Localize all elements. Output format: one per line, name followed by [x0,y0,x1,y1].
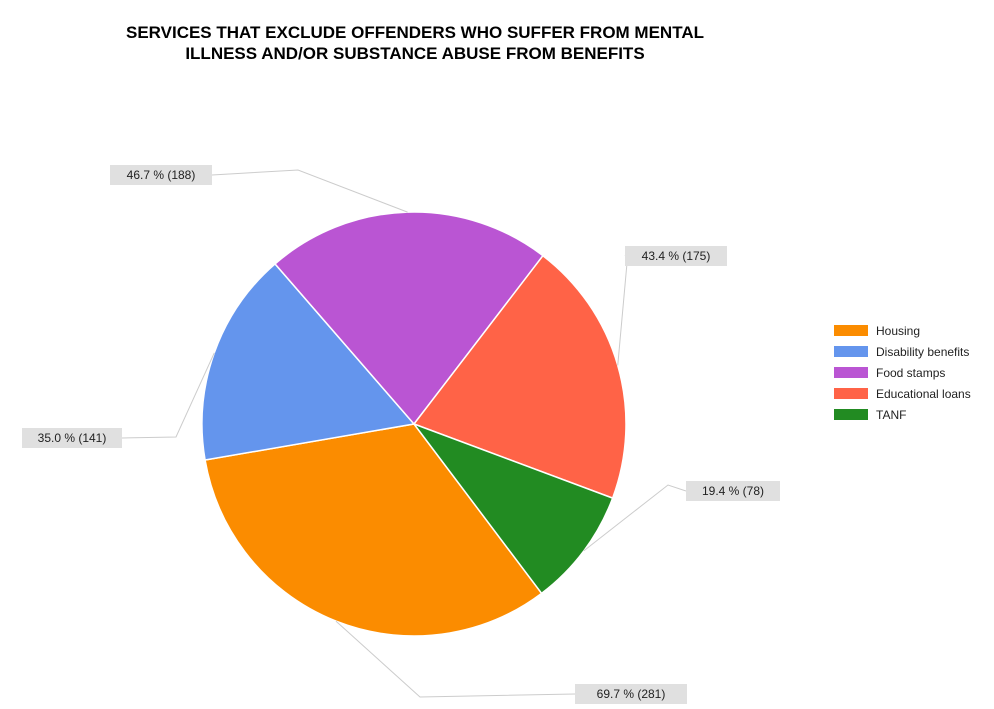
slice-data-label: 43.4 % (175) [642,249,711,263]
legend-item: TANF [834,404,971,425]
leader-line [121,352,215,439]
legend-swatch [834,409,868,420]
legend-item: Educational loans [834,383,971,404]
pie-slice-educational-loans [412,254,627,500]
legend-item: Disability benefits [834,341,971,362]
legend-label: Food stamps [876,365,946,380]
leader-line [211,169,408,213]
legend-label: Educational loans [876,386,971,401]
legend-label: TANF [876,407,907,422]
legend-label: Housing [876,323,921,338]
legend: Housing Disability benefits Food stamps Edu… [834,320,971,425]
chart-title-line-1: SERVICES THAT EXCLUDE OFFENDERS WHO SUFF… [125,23,704,42]
pie-slices [201,211,627,637]
chart-title-line-2: ILLNESS AND/OR SUBSTANCE ABUSE FROM BENE… [185,44,645,63]
legend-swatch [834,388,868,399]
leader-line [617,250,629,366]
slice-data-label: 69.7 % (281) [597,687,666,701]
leader-line [583,484,687,552]
slice-label-box [22,428,122,448]
slice-data-label: 35.0 % (141) [38,431,107,445]
slice-label-box [686,481,780,501]
chart-title: SERVICES THAT EXCLUDE OFFENDERS WHO SUFF… [60,22,770,64]
legend-swatch [834,367,868,378]
slice-label-box [110,165,212,185]
pie-labels: 69.7 % (281) 35.0 % (141) 46.7 % (188) 43.4… [22,165,780,704]
legend-item: Food stamps [834,362,971,383]
legend-swatch [834,325,868,336]
legend-swatch [834,346,868,357]
leader-line [335,620,576,698]
legend-item: Housing [834,320,971,341]
slice-label-box [575,684,687,704]
slice-data-label: 46.7 % (188) [127,168,196,182]
legend-label: Disability benefits [876,344,970,359]
slice-data-label: 19.4 % (78) [702,484,764,498]
slice-label-box [625,246,727,266]
